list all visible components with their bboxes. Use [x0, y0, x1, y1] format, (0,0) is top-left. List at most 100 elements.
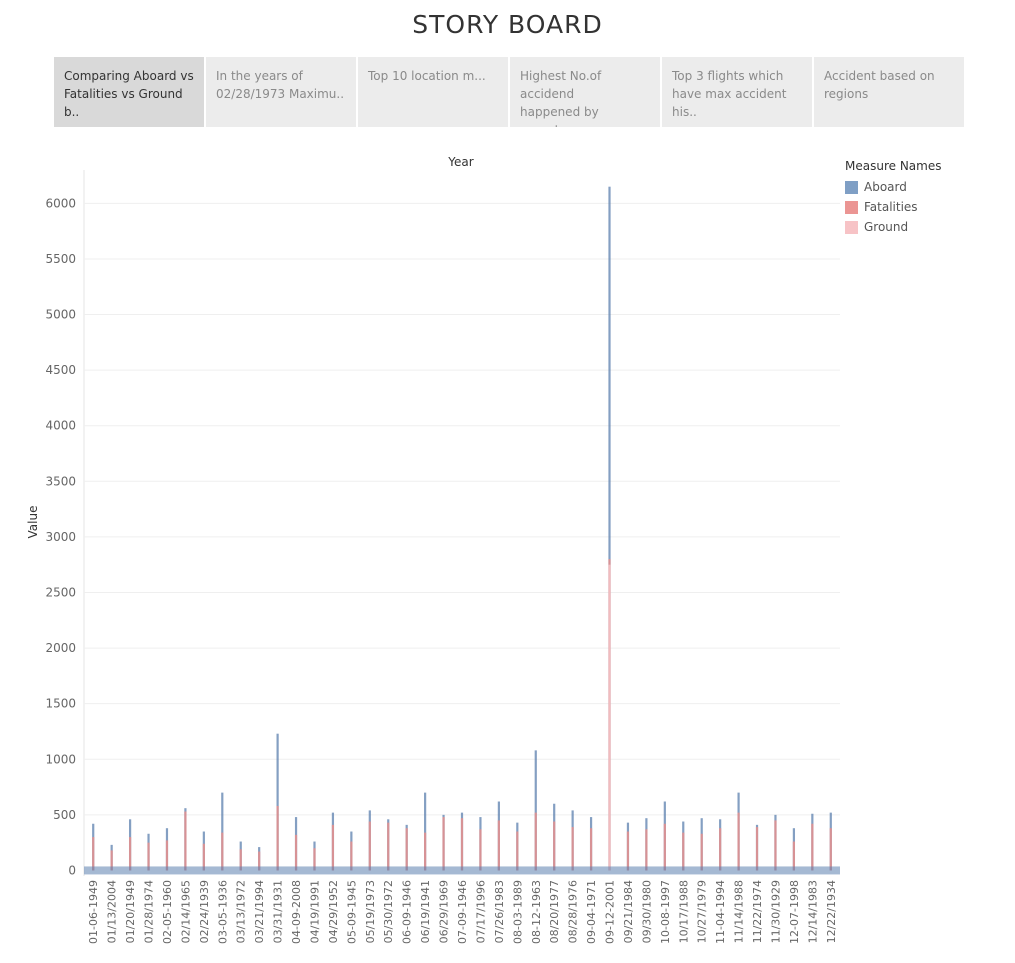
x-tick-label: 10/17/1988: [677, 880, 690, 943]
x-tick-label: 10-08-1997: [659, 880, 672, 944]
bars: [84, 186, 840, 875]
story-tabs: Comparing Aboard vs Fatalities vs Ground …: [54, 57, 964, 127]
x-tick-label: 07-09-1946: [456, 880, 469, 944]
bar-fatalities: [700, 833, 703, 871]
bar-aboard: [534, 750, 537, 871]
story-tab-5[interactable]: Top 3 flights which have max accident his…: [662, 57, 812, 127]
x-tick-label: 01-06-1949: [87, 880, 100, 944]
bar-aboard: [424, 792, 427, 871]
x-tick-label: 07/17/1996: [474, 880, 487, 943]
tab-label-line1: Highest No.of accidend: [520, 69, 602, 101]
x-tick-label: 12/14/1983: [806, 880, 819, 943]
y-tick-label: 1500: [45, 697, 76, 711]
x-tick-label: 04/19/1991: [308, 880, 321, 943]
y-tick-label: 500: [53, 808, 76, 822]
bar-fatalities: [387, 822, 390, 871]
bar-fatalities: [811, 823, 814, 871]
story-tab-3[interactable]: Top 10 location m...: [358, 57, 508, 127]
bar-fatalities: [221, 832, 224, 871]
x-tick-label: 08/20/1977: [548, 880, 561, 943]
bar-ground: [608, 564, 611, 871]
x-tick-label: 03/13/1972: [235, 880, 248, 943]
y-tick-label: 1000: [45, 752, 76, 766]
bar-fatalities: [516, 831, 519, 871]
bar-fatalities: [479, 829, 482, 871]
x-tick-label: 02-05-1960: [161, 880, 174, 944]
bar-fatalities: [534, 812, 537, 871]
x-tick-label: 03/21/1994: [253, 880, 266, 943]
x-tick-label: 01/13/2004: [106, 880, 119, 943]
bar-fatalities: [276, 805, 279, 871]
bar-fatalities: [147, 842, 150, 871]
story-tab-2[interactable]: In the years of 02/28/1973 Maximu..: [206, 57, 356, 127]
bar-fatalities: [553, 821, 556, 871]
tab-label-line2: Fatalities vs Ground b..: [64, 87, 183, 119]
legend-swatch-ground: [845, 220, 858, 234]
x-tick-label: 09-12-2001: [604, 880, 617, 944]
bar-fatalities: [589, 828, 593, 871]
story-tab-4[interactable]: Highest No.of accidend happened by operat…: [510, 57, 660, 127]
x-tick-label: 10/27/1979: [696, 880, 709, 943]
bar-aboard: [276, 733, 279, 871]
y-tick-label: 2000: [45, 641, 76, 655]
legend-item-ground[interactable]: Ground: [845, 217, 941, 237]
x-tick-label: 11/30/1929: [769, 880, 782, 943]
x-tick-label: 12-07-1998: [788, 880, 801, 944]
bar-fatalities: [184, 811, 187, 871]
bar-fatalities: [368, 821, 371, 871]
legend-item-fatalities[interactable]: Fatalities: [845, 197, 941, 217]
x-tick-label: 04-09-2008: [290, 880, 303, 944]
x-axis-title: Year: [447, 155, 473, 169]
bar-fatalities: [497, 820, 500, 871]
legend-swatch-fatalities: [845, 200, 858, 214]
tab-label-line2: have max accident his..: [672, 87, 787, 119]
y-tick-label: 6000: [45, 196, 76, 210]
tab-label-line1: Accident based on: [824, 69, 935, 83]
x-tick-label: 11/14/1988: [733, 880, 746, 943]
bar-aboard: [221, 792, 224, 871]
legend-title: Measure Names: [845, 159, 942, 173]
story-tab-6[interactable]: Accident based on regions: [814, 57, 964, 127]
bar-fatalities: [755, 827, 759, 871]
bar-fatalities: [663, 823, 666, 871]
x-tick-label: 09/21/1984: [622, 880, 635, 943]
x-tick-label: 05-09-1945: [345, 880, 358, 944]
bar-fatalities: [128, 837, 132, 871]
bar-fatalities: [737, 812, 740, 871]
x-tick-label: 03/31/1931: [272, 880, 285, 943]
x-tick-label: 07/26/1983: [493, 880, 506, 943]
x-tick-label: 06/29/1969: [438, 880, 451, 943]
bar-fatalities: [571, 827, 574, 871]
bar-aboard: [608, 186, 611, 871]
bar-fatalities: [829, 828, 832, 871]
bar-fatalities: [313, 848, 316, 871]
y-tick-label: 5500: [45, 252, 76, 266]
legend-label-ground: Ground: [864, 220, 909, 234]
x-tick-label: 05/30/1972: [382, 880, 395, 943]
page-title: STORY BOARD: [412, 10, 603, 39]
bar-fatalities: [294, 834, 298, 871]
x-tick-label: 04/29/1952: [327, 880, 340, 943]
bar-fatalities: [682, 832, 685, 871]
story-tab-1[interactable]: Comparing Aboard vs Fatalities vs Ground …: [54, 57, 204, 127]
bar-fatalities: [405, 828, 408, 871]
x-tick-label: 02/24/1939: [198, 880, 211, 943]
x-tick-label: 11/22/1974: [751, 880, 764, 943]
x-tick-label: 09/30/1980: [640, 880, 653, 943]
bar-fatalities: [792, 841, 796, 871]
x-tick-label: 03-05-1936: [216, 880, 229, 944]
y-tick-label: 4500: [45, 363, 76, 377]
legend-swatch-aboard: [845, 180, 858, 194]
x-tick-label: 06/19/1941: [419, 880, 432, 943]
legend-item-aboard[interactable]: Aboard: [845, 177, 941, 197]
y-tick-label: 4000: [45, 419, 76, 433]
bar-fatalities: [626, 831, 630, 871]
y-axis: 0 500 1000 1500 2000 2500 3000 3500 4000 4500 5000…: [45, 196, 76, 877]
bar-fatalities: [719, 828, 722, 871]
x-axis: 01-06-1949 01/13/2004 01/20/1949 01/28/1974…: [87, 880, 838, 944]
bar-fatalities: [460, 818, 464, 871]
y-tick-label: 2500: [45, 585, 76, 599]
x-tick-label: 12/22/1934: [825, 880, 838, 943]
bar-fatalities: [424, 832, 427, 871]
